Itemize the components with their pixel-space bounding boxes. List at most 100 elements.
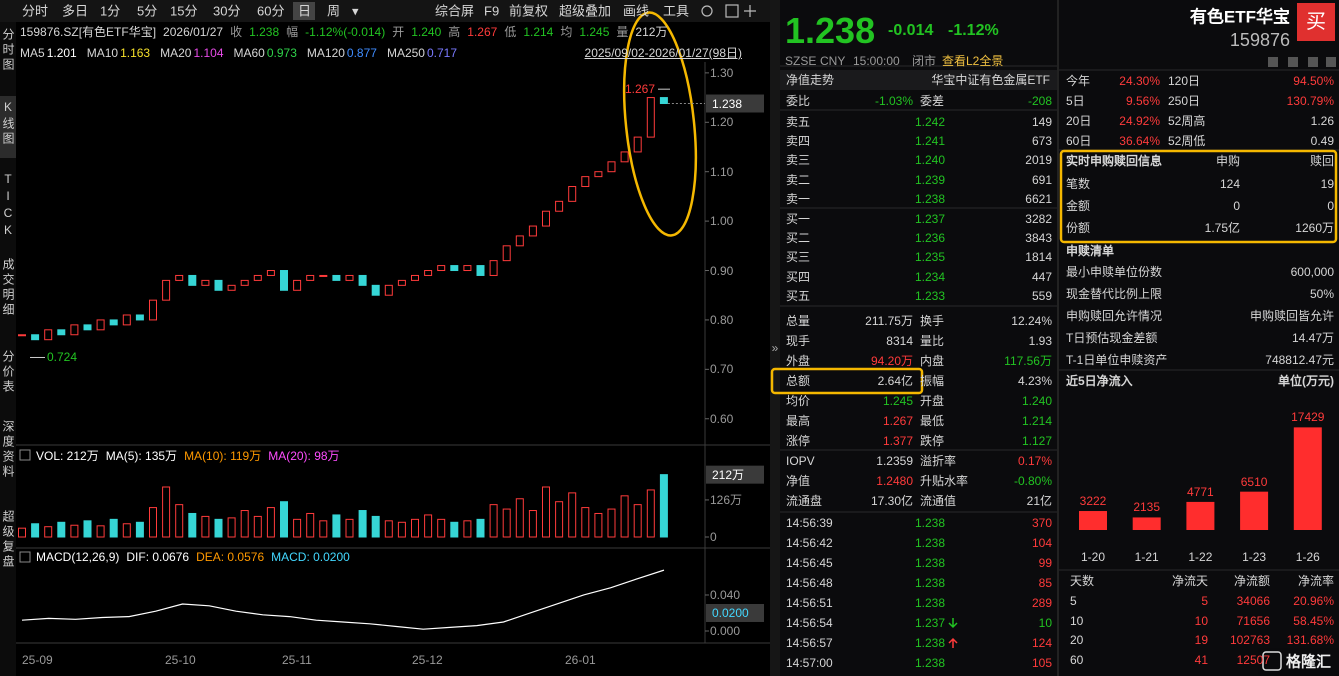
macd-tag xyxy=(706,603,764,622)
tool-button[interactable]: 综合屏 xyxy=(435,3,475,19)
price: 1.242 xyxy=(914,115,945,129)
field: 净值 xyxy=(786,474,811,488)
text: -1.12%(-0.014) xyxy=(305,25,386,39)
price: 1.238 xyxy=(914,556,945,570)
side-tab[interactable]: TICK xyxy=(1,172,15,240)
candle xyxy=(594,171,603,178)
period-tab[interactable]: 1分 xyxy=(100,3,121,19)
volume: 559 xyxy=(1031,288,1052,303)
value: 0 xyxy=(1327,199,1334,213)
text: 1.267 xyxy=(467,25,498,39)
text: DEA: 0.0576 xyxy=(196,550,265,564)
period-tab[interactable]: 15分 xyxy=(170,3,198,19)
fund-name: 华宝中证有色金属ETF xyxy=(931,73,1050,87)
side-tab[interactable]: 深度资料 xyxy=(1,420,15,480)
price-change-pct: -1.12% xyxy=(948,22,999,39)
text: 高 xyxy=(448,25,461,39)
price: 1.236 xyxy=(914,231,945,246)
bar xyxy=(1132,517,1161,530)
value: 19 xyxy=(1194,633,1208,647)
last-price-tag xyxy=(706,94,764,113)
profile-icons[interactable] xyxy=(1268,57,1336,67)
value: 1.127 xyxy=(1021,434,1052,448)
tool-button[interactable]: 画线 xyxy=(623,3,650,19)
volume-bar xyxy=(502,508,511,538)
tool-button[interactable]: 工具 xyxy=(663,3,690,19)
quote-meta: SZSE xyxy=(785,54,817,68)
buy-button[interactable]: 买 xyxy=(1306,11,1326,33)
side-tab-selected xyxy=(0,96,16,158)
y-tick-label: 126万 xyxy=(710,492,743,507)
field: 内盘 xyxy=(920,354,945,368)
period-tab[interactable]: ▾ xyxy=(352,3,359,19)
toolbar-icons[interactable] xyxy=(701,4,756,18)
period-tab[interactable]: 多日 xyxy=(62,3,89,19)
side-tab[interactable]: 成交明细 xyxy=(1,258,15,318)
price: 1.234 xyxy=(914,269,945,284)
value: 1.75亿 xyxy=(1204,221,1240,235)
x-tick-label: 1-23 xyxy=(1242,550,1267,564)
side-tab[interactable]: 分价表 xyxy=(1,350,15,395)
period-tab[interactable]: 周 xyxy=(327,3,341,19)
x-tick-label: 1-20 xyxy=(1080,550,1106,564)
text: VOL: 212万 xyxy=(36,449,99,463)
field: 量比 xyxy=(920,334,945,348)
candle xyxy=(188,274,197,286)
panel-toggle[interactable] xyxy=(19,449,31,461)
y-tick-label: 1.00 xyxy=(710,214,734,229)
splitter[interactable] xyxy=(770,0,780,676)
text: 量 xyxy=(616,25,629,39)
value: 41 xyxy=(1194,652,1208,667)
side-tab[interactable]: 超级复盘 xyxy=(1,510,15,570)
profile-panel-bg xyxy=(1059,0,1339,676)
text: 开 xyxy=(392,25,405,39)
volume-bar xyxy=(515,498,524,538)
price: 1.238 xyxy=(914,191,945,206)
volume-bar xyxy=(371,515,380,538)
side-tab[interactable]: 分时图 xyxy=(1,28,15,73)
tool-button[interactable]: F9 xyxy=(484,3,500,19)
volume-bar xyxy=(57,521,66,538)
volume-bar xyxy=(280,501,288,538)
volume-bar xyxy=(332,514,341,538)
tool-button[interactable]: 超级叠加 xyxy=(559,3,612,19)
price: 1.241 xyxy=(914,134,945,149)
volume: 6621 xyxy=(1025,191,1052,206)
level: 卖二 xyxy=(786,172,811,187)
tool-button[interactable]: 前复权 xyxy=(509,3,549,19)
column-header: 天数 xyxy=(1070,574,1095,588)
volume: 99 xyxy=(1038,556,1052,570)
ma-name: MA120 xyxy=(306,46,345,60)
value: 1.26 xyxy=(1310,114,1334,128)
y-tick-label: 0 xyxy=(710,530,717,544)
candle xyxy=(306,274,315,281)
period-tab[interactable]: 5分 xyxy=(137,3,158,19)
date-range: 2025/09/02-2026/01/27(98日) xyxy=(584,46,742,60)
volume-bar xyxy=(411,518,419,538)
candle xyxy=(528,225,537,237)
quote-meta: CNY xyxy=(820,54,846,68)
candle xyxy=(450,265,459,272)
candle xyxy=(240,279,249,286)
period-tab[interactable]: 60分 xyxy=(257,3,285,19)
field: 现金替代比例上限 xyxy=(1066,287,1163,301)
period-tab[interactable]: 30分 xyxy=(213,3,241,19)
panel-toggle[interactable] xyxy=(19,551,31,563)
l2-link[interactable]: 查看L2全景 xyxy=(942,54,1004,68)
period-tab[interactable]: 分时 xyxy=(22,3,49,19)
text: DIF: 0.0676 xyxy=(126,550,190,564)
watermark: 格隆汇 xyxy=(1286,653,1332,671)
volume-bar xyxy=(594,512,603,538)
buy-button-bg[interactable] xyxy=(1297,3,1335,41)
level: 买二 xyxy=(786,231,811,246)
volume: 104 xyxy=(1031,536,1052,550)
collapse-icon[interactable]: » xyxy=(772,341,779,355)
field: 份额 xyxy=(1066,221,1091,235)
candle xyxy=(659,97,668,105)
period-tab[interactable]: 日 xyxy=(298,3,312,19)
volume-bar xyxy=(568,492,577,538)
side-tab[interactable]: K线图 xyxy=(1,100,15,147)
volume-bar xyxy=(175,504,184,538)
candle xyxy=(96,319,105,331)
x-tick-label: 25-09 xyxy=(22,653,53,667)
